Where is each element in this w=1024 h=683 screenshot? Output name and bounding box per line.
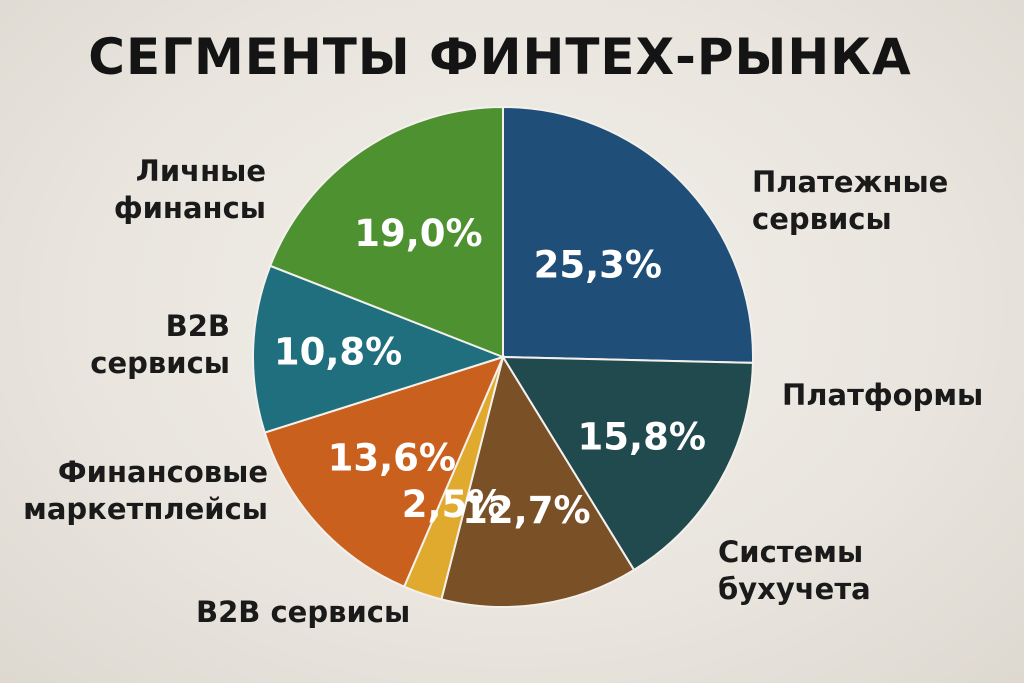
pie-slice [440, 354, 636, 608]
pie-slice [502, 105, 754, 364]
slice-value-label: 19,0% [354, 212, 482, 255]
slice-value-label: 2,5% [402, 483, 505, 526]
slice-category-label: B2B сервисы [90, 309, 230, 380]
slice-value-label: 25,3% [534, 243, 662, 286]
chart-title: СЕГМЕНТЫ ФИНТЕХ-РЫНКА [88, 28, 912, 86]
slice-value-label: 12,7% [462, 489, 590, 532]
slice-value-label: 10,8% [274, 331, 402, 374]
slice-category-label: Системы бухучета [718, 535, 871, 606]
slice-category-label: B2B сервисы [196, 595, 410, 629]
slice-value-label: 13,6% [328, 437, 456, 480]
pie-slice [252, 264, 506, 434]
slice-category-label: Платформы [782, 378, 983, 412]
pie-slice [501, 355, 754, 572]
slice-category-label: Платежные сервисы [752, 165, 948, 236]
slice-category-label: Финансовые маркетплейсы [23, 455, 268, 526]
slice-value-label: 15,8% [578, 416, 706, 459]
slice-category-label: Личные финансы [114, 154, 266, 225]
pie-slice [268, 105, 504, 359]
